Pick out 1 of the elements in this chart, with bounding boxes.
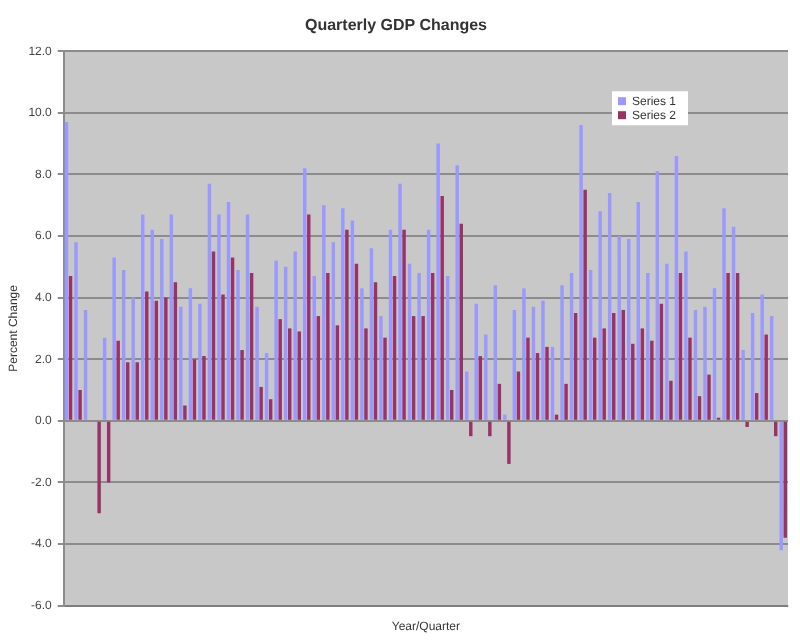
chart-title: Quarterly GDP Changes	[305, 16, 489, 35]
